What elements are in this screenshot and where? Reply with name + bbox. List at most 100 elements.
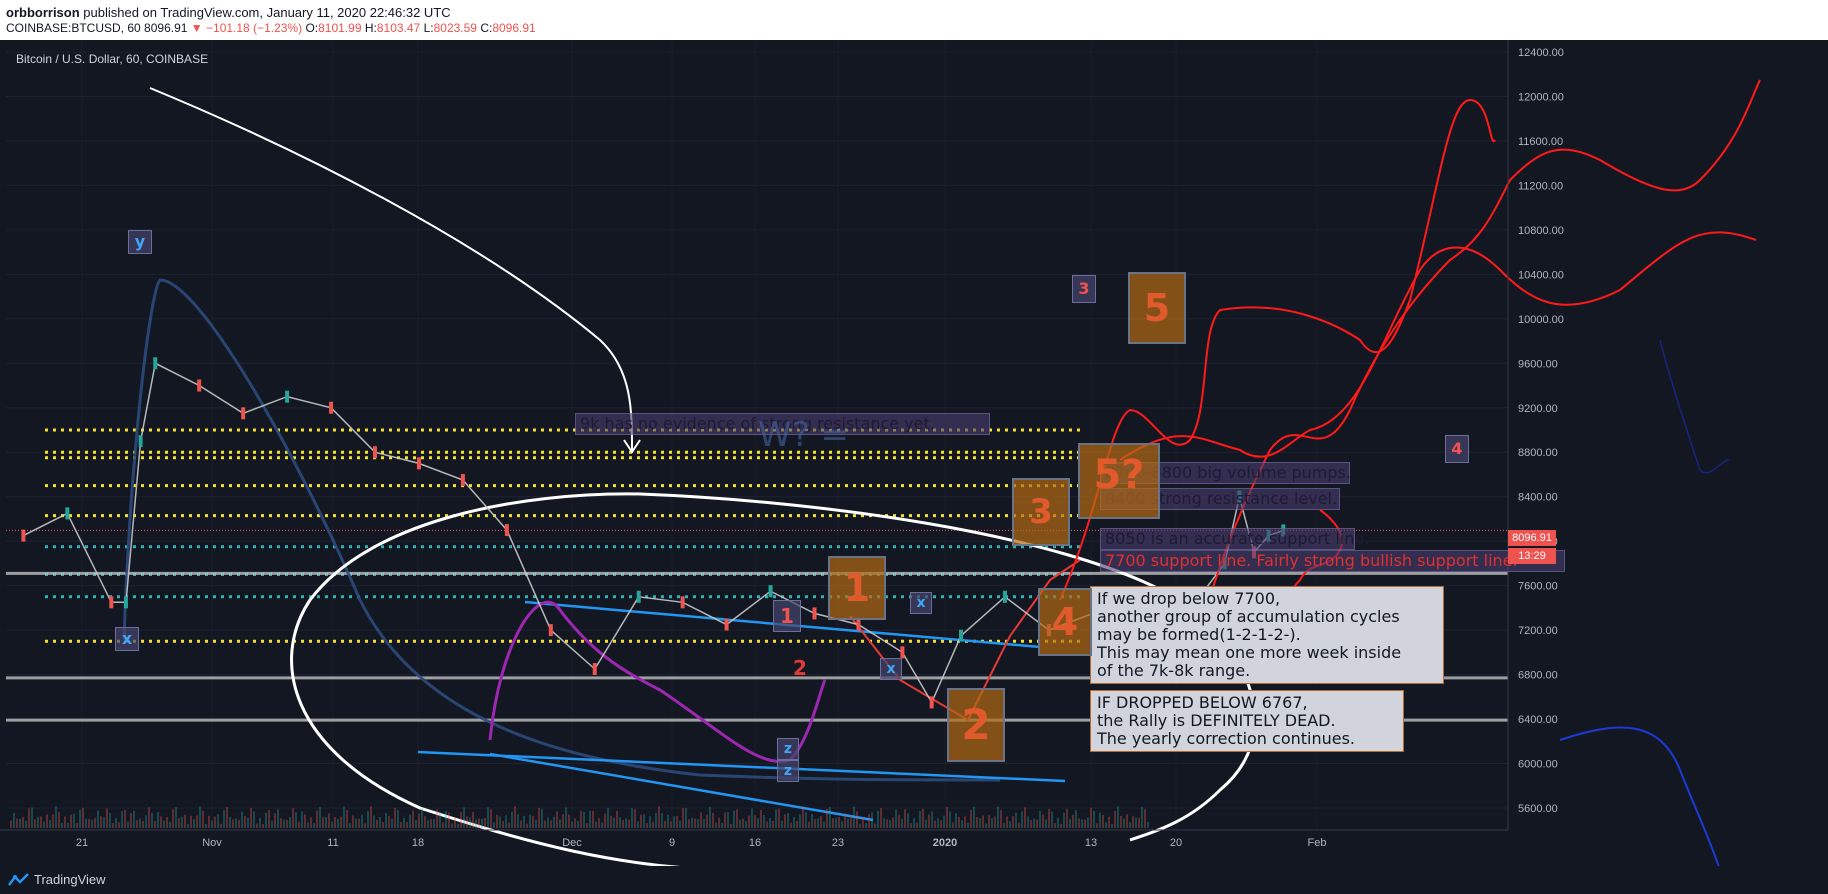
volume-bar bbox=[160, 816, 162, 828]
note-support-line[interactable]: 8050 is an accurate support line. bbox=[1100, 528, 1369, 550]
volume-bar bbox=[391, 818, 393, 828]
volume-bar bbox=[673, 816, 675, 828]
volume-bar bbox=[724, 812, 726, 828]
wave-label-z1[interactable]: z bbox=[777, 738, 799, 760]
volume-bar bbox=[805, 812, 807, 828]
wave-label-z2[interactable]: z bbox=[777, 760, 799, 782]
volume-bar bbox=[808, 821, 810, 828]
wave-label-x1[interactable]: x bbox=[115, 627, 139, 651]
wave-number-2: 2 bbox=[793, 656, 807, 680]
volume-bar bbox=[319, 807, 321, 828]
volume-bar bbox=[949, 811, 951, 828]
note-9k-resistance[interactable]: 9k has no evidence of strong resistance … bbox=[575, 413, 990, 435]
price-candle bbox=[197, 379, 202, 392]
volume-bar bbox=[712, 812, 714, 828]
volume-bar bbox=[313, 823, 315, 828]
volume-bar bbox=[259, 817, 261, 828]
chart-area[interactable]: 12400.00 12000.00 11600.00 11200.00 10800.00… bbox=[0, 40, 1828, 866]
price-candle bbox=[285, 390, 290, 403]
volume-bar bbox=[1084, 819, 1086, 828]
volume-bar bbox=[55, 806, 57, 828]
publisher-name[interactable]: orbborrison bbox=[6, 5, 80, 20]
price-candle bbox=[416, 457, 421, 470]
volume-bar bbox=[832, 818, 834, 828]
wave-box-3[interactable]: 3 bbox=[1012, 478, 1070, 546]
volume-bar bbox=[757, 818, 759, 828]
volume-bar bbox=[973, 806, 975, 828]
volume-bar bbox=[1021, 811, 1023, 828]
volume-bar bbox=[1090, 807, 1092, 828]
volume-bar bbox=[907, 813, 909, 828]
volume-bar bbox=[925, 819, 927, 828]
wave-box-5-question[interactable]: 5? bbox=[1078, 443, 1160, 519]
volume-bar bbox=[646, 823, 648, 828]
wave-box-2[interactable]: 2 bbox=[947, 688, 1005, 762]
volume-bar bbox=[643, 814, 645, 828]
projection-blue bbox=[1559, 726, 1720, 866]
note-bullish-support[interactable]: 7700 support line. Fairly strong bullish… bbox=[1100, 550, 1565, 572]
wave-label-4-far[interactable]: 4 bbox=[1445, 435, 1469, 463]
wave-box-4[interactable]: 4 bbox=[1038, 588, 1092, 656]
wave-label-1[interactable]: 1 bbox=[773, 600, 801, 632]
open-value: 8101.99 bbox=[318, 21, 362, 35]
volume-bar bbox=[61, 822, 63, 828]
wave-label-x3[interactable]: x bbox=[910, 592, 932, 614]
volume-bar bbox=[520, 820, 522, 828]
publish-info: orbborrison published on TradingView.com… bbox=[6, 5, 451, 20]
volume-bar bbox=[688, 819, 690, 828]
wave-box-5[interactable]: 5 bbox=[1128, 272, 1186, 344]
price-candle bbox=[900, 646, 905, 659]
volume-bar bbox=[1057, 818, 1059, 828]
volume-bar bbox=[1018, 822, 1020, 828]
volume-bar bbox=[976, 816, 978, 828]
volume-bar bbox=[424, 816, 426, 828]
projection-curve-3 bbox=[1119, 231, 1757, 461]
note-drop-6767[interactable]: IF DROPPED BELOW 6767, the Rally is DEFI… bbox=[1090, 690, 1404, 752]
price-candle bbox=[109, 596, 114, 609]
volume-bar bbox=[325, 817, 327, 828]
volume-bar bbox=[493, 822, 495, 828]
time-tick-label: Dec bbox=[562, 837, 582, 849]
volume-bar bbox=[337, 818, 339, 828]
volume-bar bbox=[1087, 817, 1089, 828]
volume-bar bbox=[745, 821, 747, 828]
volume-bar bbox=[133, 810, 135, 828]
volume-bar bbox=[694, 818, 696, 828]
volume-bar bbox=[1096, 823, 1098, 828]
note-strong-resistance[interactable]: 8400 strong resistance level. bbox=[1100, 488, 1340, 510]
price-candle bbox=[856, 618, 861, 631]
volume-bar bbox=[295, 812, 297, 828]
volume-bar bbox=[376, 819, 378, 828]
volume-bar bbox=[214, 816, 216, 828]
volume-bar bbox=[199, 806, 201, 828]
tradingview-brand[interactable]: TradingView bbox=[34, 872, 106, 887]
volume-bar bbox=[34, 819, 36, 828]
volume-bar bbox=[982, 815, 984, 828]
wave-label-y[interactable]: y bbox=[128, 230, 152, 254]
volume-bar bbox=[1063, 812, 1065, 828]
wave-label-x2[interactable]: x bbox=[880, 658, 902, 680]
volume-bar bbox=[664, 821, 666, 828]
price-chart-svg[interactable]: 12400.00 12000.00 11600.00 11200.00 10800.00… bbox=[0, 40, 1828, 866]
volume-bar bbox=[1033, 818, 1035, 828]
volume-bar bbox=[682, 808, 684, 828]
volume-bar bbox=[769, 818, 771, 828]
chart-background bbox=[0, 40, 1828, 866]
volume-bar bbox=[619, 817, 621, 828]
volume-bar bbox=[574, 818, 576, 828]
volume-bar bbox=[778, 808, 780, 828]
volume-bar bbox=[1144, 809, 1146, 828]
wave-box-1[interactable]: 1 bbox=[828, 556, 886, 620]
price-candle bbox=[373, 446, 377, 459]
volume-bar bbox=[1009, 821, 1011, 828]
wave-label-3[interactable]: 3 bbox=[1072, 275, 1096, 303]
volume-bar bbox=[733, 810, 735, 828]
volume-bar bbox=[1045, 819, 1047, 828]
note-drop-7700[interactable]: If we drop below 7700, another group of … bbox=[1090, 586, 1444, 684]
time-tick-label: 2020 bbox=[933, 837, 957, 849]
volume-bar bbox=[430, 819, 432, 828]
volume-bar bbox=[826, 808, 828, 828]
volume-bar bbox=[580, 810, 582, 828]
price-tick-label: 12400.00 bbox=[1518, 47, 1564, 59]
volume-bar bbox=[958, 817, 960, 828]
